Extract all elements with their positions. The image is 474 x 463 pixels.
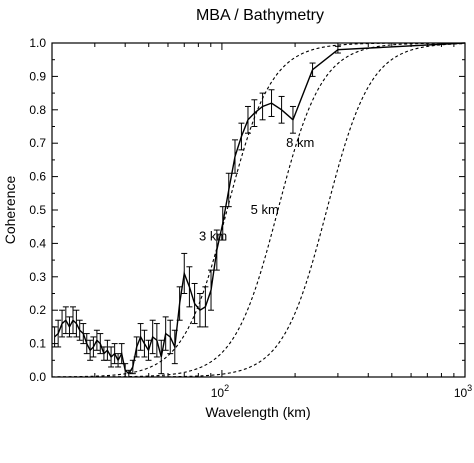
y-tick-label: 0.7 [29, 136, 46, 150]
curve-label: 5 km [251, 202, 279, 217]
y-tick-label: 0.8 [29, 103, 46, 117]
y-axis-label: Coherence [2, 176, 18, 245]
y-tick-label: 0.6 [29, 170, 46, 184]
y-tick-label: 0.2 [29, 303, 46, 317]
chart-title: MBA / Bathymetry [196, 7, 324, 24]
y-tick-label: 1.0 [29, 36, 46, 50]
axis-ticks: 0.0 0.1 0.2 0.3 0.4 0.5 0.6 0.7 0.8 0.9 1.0 102 103 [29, 36, 472, 400]
y-tick-label: 0.0 [29, 370, 46, 384]
x-axis-label: Wavelength (km) [205, 404, 310, 420]
x-tick-label: 103 [454, 383, 472, 400]
y-tick-label: 0.3 [29, 270, 46, 284]
y-tick-label: 0.4 [29, 236, 46, 250]
x-tick-label: 102 [211, 383, 229, 400]
y-tick-label: 0.1 [29, 337, 46, 351]
observed-series [51, 42, 466, 378]
curve-annotations: 3 km 5 km 8 km [199, 135, 314, 244]
curve-label: 3 km [199, 229, 227, 244]
model-curve [52, 43, 466, 378]
model-curve [51, 42, 465, 378]
observed-line [54, 42, 466, 375]
curve-label: 8 km [286, 135, 314, 150]
y-tick-label: 0.5 [29, 203, 46, 217]
model-curves [51, 42, 466, 378]
y-tick-label: 0.9 [29, 69, 46, 83]
